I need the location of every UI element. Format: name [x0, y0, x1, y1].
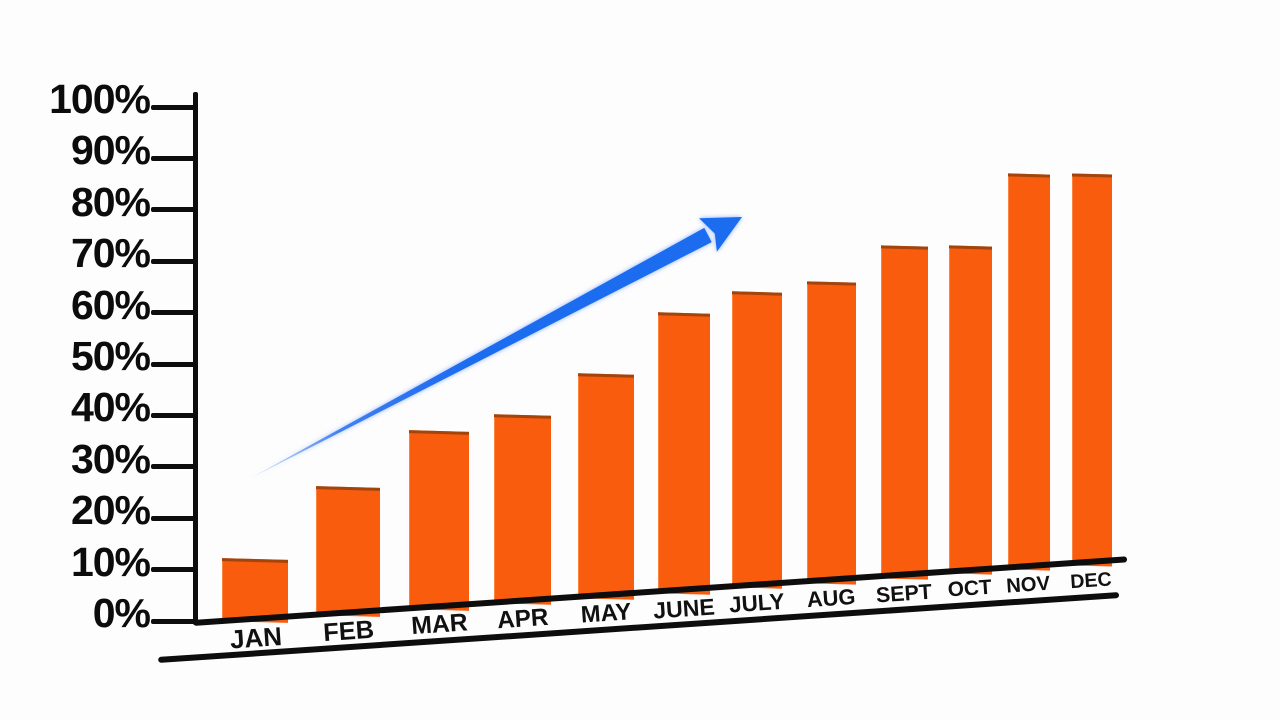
- y-axis-tick: [151, 155, 195, 161]
- bar-feb: [316, 486, 380, 618]
- y-axis-tick: [151, 567, 195, 573]
- y-axis-tick: [151, 207, 195, 213]
- y-axis-tick-label: 40%: [70, 384, 151, 431]
- y-axis-tick-label: 30%: [70, 435, 151, 482]
- trend-arrow-icon: [249, 217, 742, 479]
- y-axis-tick: [151, 412, 195, 418]
- trend-arrow-head: [699, 217, 742, 252]
- bar-nov: [1008, 173, 1050, 571]
- y-axis-tick-label: 50%: [70, 333, 151, 379]
- bar-oct: [949, 245, 992, 575]
- bar-dec: [1072, 173, 1112, 567]
- y-axis-tick: [151, 515, 195, 521]
- y-axis-tick-label: 0%: [92, 590, 151, 636]
- y-axis-tick: [151, 104, 195, 110]
- y-axis-tick: [151, 618, 195, 624]
- y-axis-tick: [151, 361, 195, 367]
- y-axis-tick: [151, 464, 195, 470]
- bar-aug: [807, 281, 856, 585]
- y-axis-tick: [151, 258, 195, 264]
- y-axis-tick-label: 60%: [70, 281, 151, 328]
- y-axis-tick-label: 80%: [70, 178, 151, 225]
- y-axis-tick-label: 20%: [70, 487, 151, 534]
- y-axis-tick-label: 70%: [70, 230, 151, 277]
- y-axis-line: [193, 92, 198, 625]
- y-axis-tick: [151, 310, 195, 316]
- y-axis-tick-label: 90%: [70, 127, 151, 174]
- y-axis-tick-label: 10%: [70, 538, 151, 585]
- y-axis-tick-label: 100%: [49, 76, 151, 122]
- bar-sept: [881, 245, 928, 580]
- trend-arrow-shaft: [249, 227, 712, 479]
